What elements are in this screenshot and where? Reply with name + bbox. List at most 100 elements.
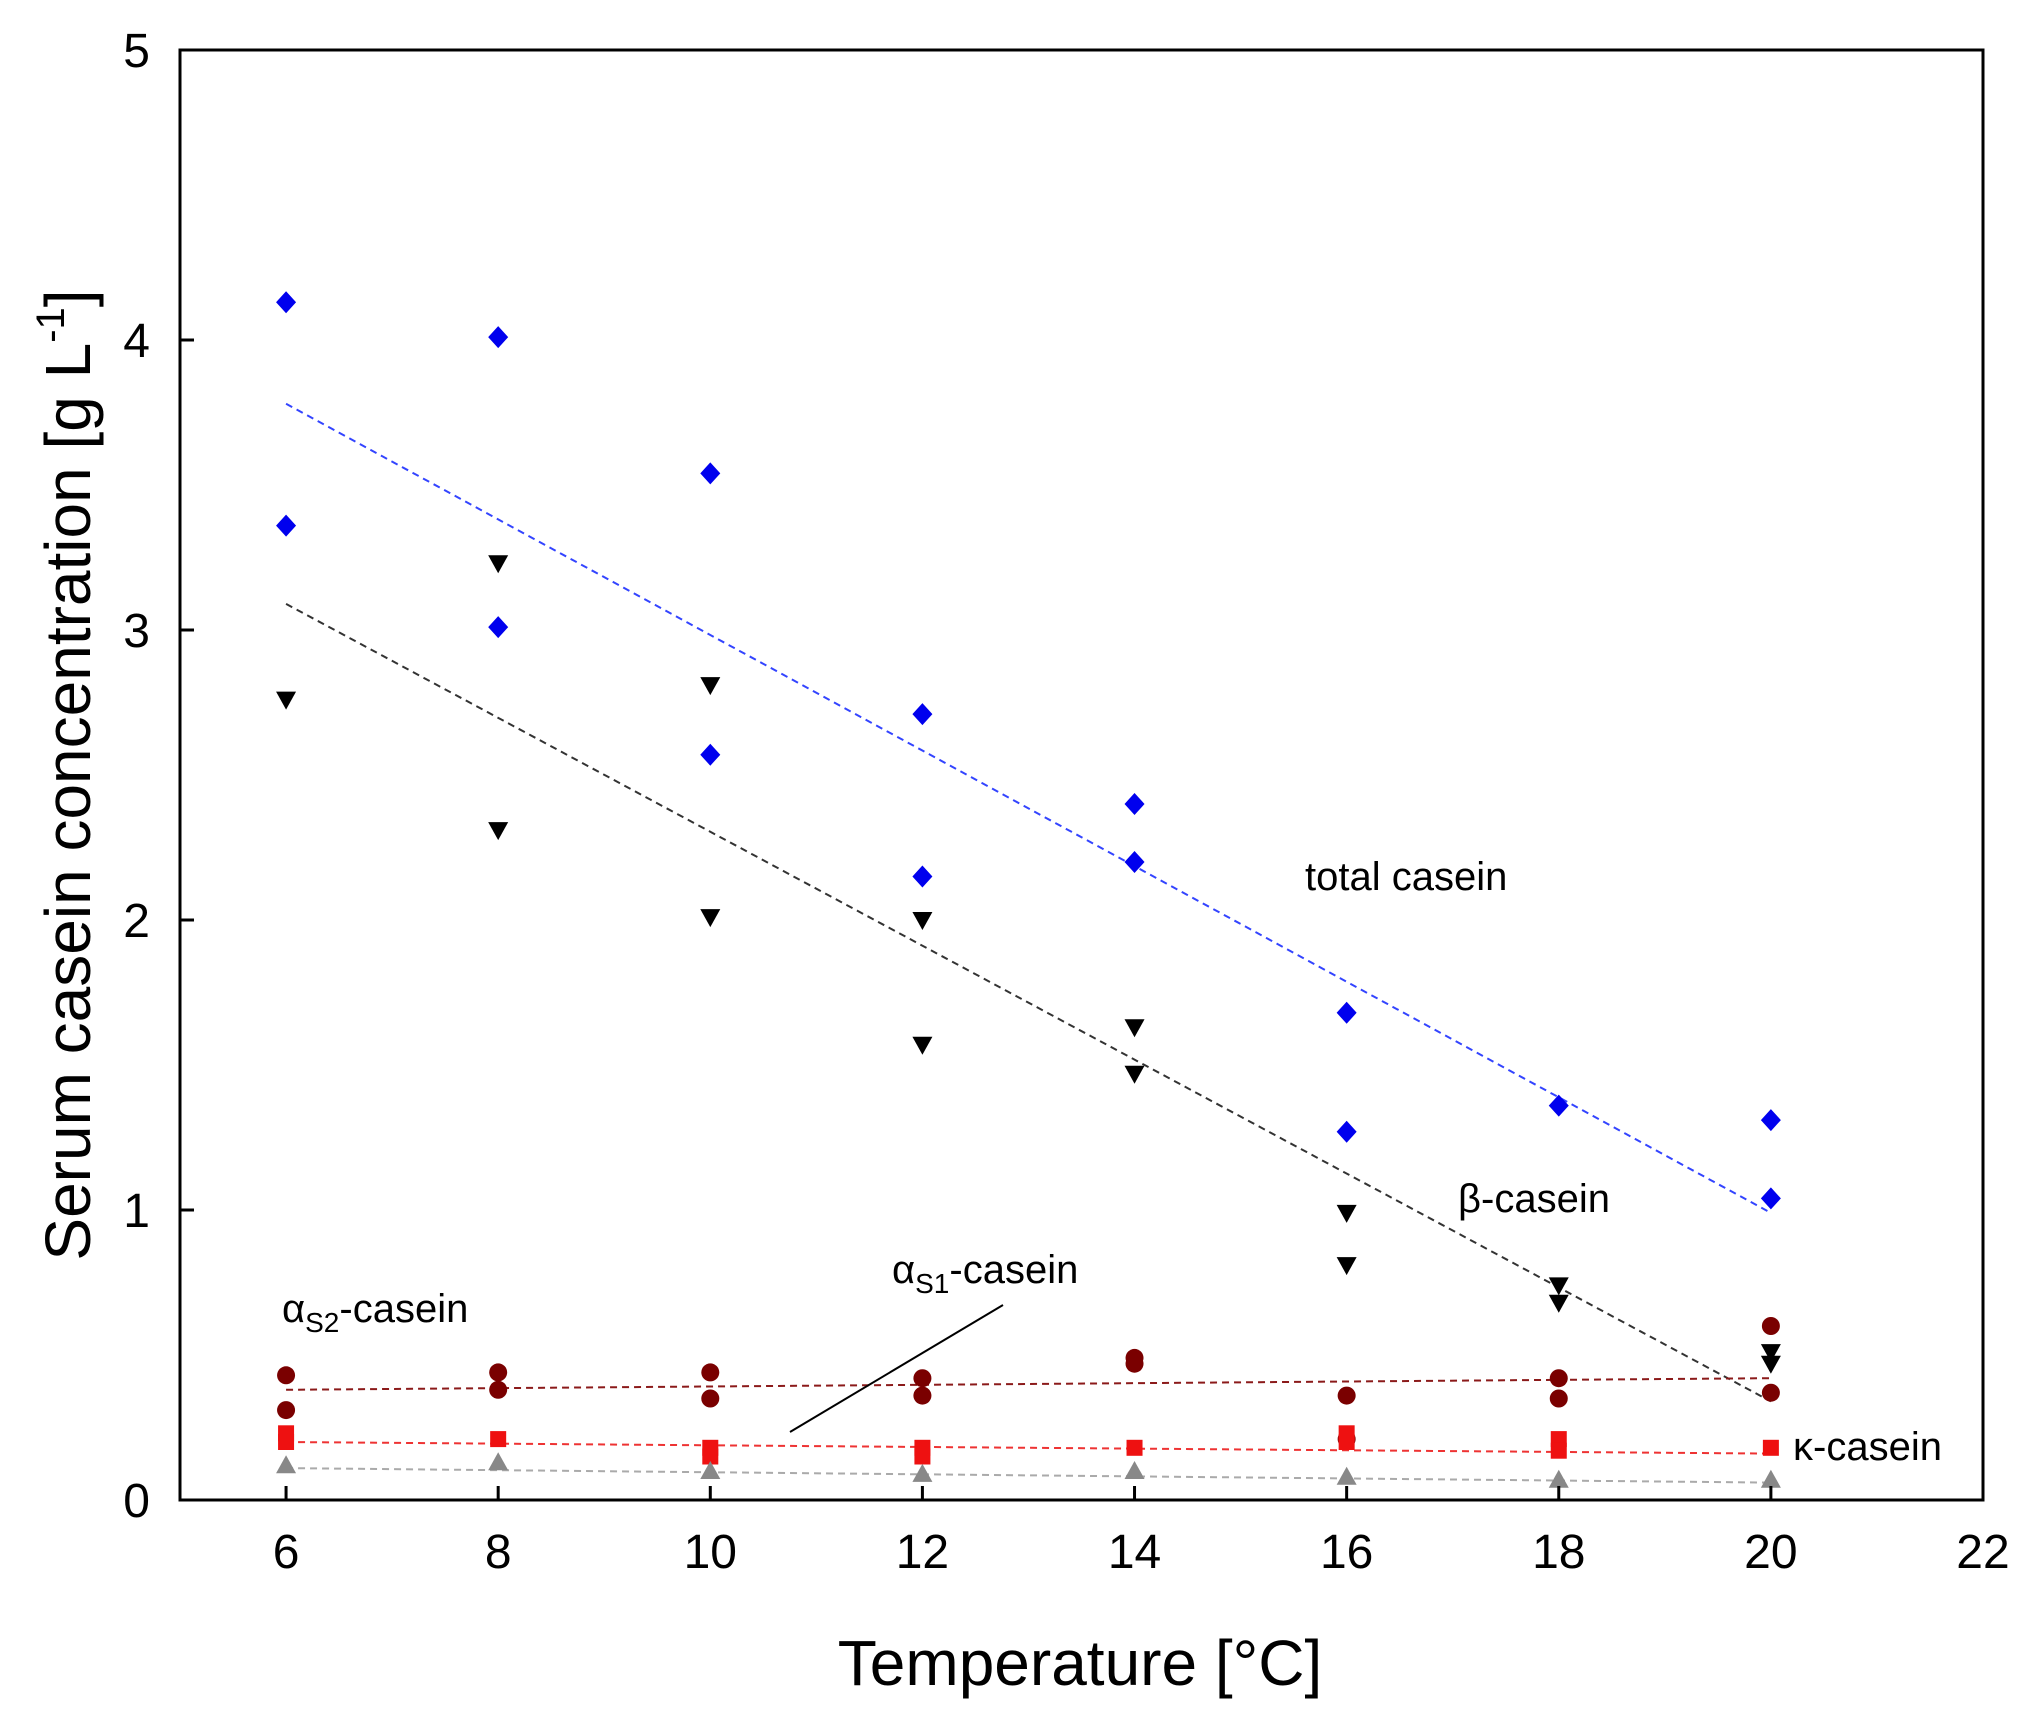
- marker-beta: [1760, 1344, 1781, 1363]
- marker-beta: [1336, 1257, 1357, 1276]
- marker-beta: [700, 909, 721, 928]
- marker-beta: [912, 912, 933, 930]
- marker-beta: [488, 822, 509, 841]
- y-axis-title-sup: -1: [29, 307, 73, 343]
- marker-kappa: [1548, 1469, 1569, 1488]
- marker-beta: [700, 677, 721, 696]
- marker-kappa: [1124, 1461, 1145, 1479]
- label-as1-casein: αS1-casein: [892, 1248, 1078, 1299]
- marker-kappa: [912, 1463, 933, 1482]
- x-tick-label: 8: [485, 1526, 512, 1579]
- marker-beta: [1548, 1294, 1569, 1313]
- marker-kappa: [276, 1455, 297, 1474]
- marker-total: [1548, 1094, 1569, 1117]
- marker-beta: [1124, 1019, 1145, 1038]
- marker-as1: [490, 1431, 507, 1448]
- marker-kappa: [1760, 1469, 1781, 1488]
- marker-as2: [1549, 1369, 1568, 1388]
- marker-total: [488, 616, 509, 639]
- marker-kappa: [1336, 1466, 1357, 1485]
- marker-beta: [912, 1036, 933, 1055]
- marker-as1: [702, 1448, 719, 1465]
- x-tick-label: 14: [1108, 1526, 1161, 1579]
- trend-line-as2: [286, 1377, 1771, 1391]
- plot-frame: [178, 48, 1985, 1502]
- marker-total: [912, 865, 933, 888]
- marker-total: [1760, 1187, 1781, 1210]
- data-markers: [276, 291, 1781, 1488]
- marker-kappa: [488, 1452, 509, 1471]
- y-tick-label: 3: [123, 605, 150, 658]
- label-as2-greek: α: [282, 1287, 305, 1331]
- marker-total: [700, 743, 721, 766]
- y-axis-ticks: 0 1 2 3 4 5: [123, 25, 194, 1528]
- marker-total: [912, 703, 933, 726]
- marker-total: [276, 514, 297, 537]
- marker-as2: [701, 1389, 720, 1408]
- trend-line-kappa: [286, 1467, 1771, 1484]
- y-axis-title-close: ]: [32, 289, 104, 307]
- marker-as2: [1761, 1383, 1780, 1402]
- label-as2-rest: -casein: [339, 1287, 468, 1331]
- x-tick-label: 6: [273, 1526, 300, 1579]
- marker-as1: [914, 1448, 931, 1465]
- marker-total: [1336, 1120, 1357, 1143]
- trend-lines: [285, 402, 1772, 1484]
- label-kappa-casein: κ-casein: [1793, 1425, 1942, 1469]
- x-tick-label: 18: [1532, 1526, 1585, 1579]
- marker-as2: [701, 1363, 720, 1382]
- label-as2-sub: S2: [305, 1307, 339, 1338]
- y-tick-label: 0: [123, 1475, 150, 1528]
- marker-as1: [1762, 1439, 1779, 1456]
- y-tick-label: 1: [123, 1185, 150, 1238]
- y-axis-title-main: Serum casein concentration [g L: [32, 343, 104, 1261]
- marker-as2: [489, 1380, 508, 1399]
- marker-as2: [913, 1369, 932, 1388]
- y-tick-label: 5: [123, 25, 150, 78]
- trend-line-total: [285, 402, 1772, 1214]
- marker-total: [1336, 1001, 1357, 1024]
- marker-as2: [277, 1401, 296, 1420]
- marker-as2: [1761, 1317, 1780, 1335]
- marker-as2: [1549, 1389, 1568, 1408]
- marker-as1: [1338, 1434, 1355, 1450]
- marker-total: [1124, 793, 1145, 815]
- x-axis-title: Temperature [°C]: [838, 1627, 1322, 1699]
- x-tick-label: 10: [684, 1526, 737, 1579]
- y-axis-title: Serum casein concentration [g L-1]: [29, 289, 104, 1260]
- label-beta-casein: β-casein: [1458, 1177, 1610, 1221]
- marker-beta: [1548, 1277, 1569, 1296]
- marker-total: [488, 326, 509, 349]
- label-as1-greek: α: [892, 1248, 915, 1292]
- marker-as2: [1125, 1354, 1144, 1373]
- marker-beta: [1124, 1065, 1145, 1084]
- marker-as1: [1126, 1439, 1143, 1456]
- y-tick-label: 4: [123, 315, 150, 368]
- marker-total: [700, 462, 721, 485]
- x-tick-label: 16: [1320, 1526, 1373, 1579]
- marker-total: [276, 291, 297, 314]
- marker-as1: [278, 1434, 295, 1450]
- as1-leader-line: [789, 1304, 1004, 1433]
- marker-beta: [1336, 1204, 1357, 1223]
- label-as1-sub: S1: [915, 1268, 949, 1299]
- marker-as1: [1550, 1442, 1567, 1459]
- label-as2-casein: αS2-casein: [282, 1287, 468, 1338]
- marker-as2: [277, 1366, 296, 1385]
- x-tick-label: 12: [896, 1526, 949, 1579]
- trend-line-as1: [286, 1441, 1771, 1455]
- marker-beta: [1760, 1355, 1781, 1374]
- marker-beta: [276, 691, 297, 710]
- x-tick-label: 22: [1956, 1526, 2009, 1579]
- label-total-casein: total casein: [1305, 855, 1507, 899]
- y-tick-label: 2: [123, 895, 150, 948]
- x-axis-ticks: 6 8 10 12 14 16 18 20 22: [273, 1486, 2010, 1579]
- marker-as2: [913, 1386, 932, 1405]
- marker-as2: [1337, 1386, 1356, 1405]
- marker-beta: [488, 555, 509, 574]
- label-as1-rest: -casein: [949, 1248, 1078, 1292]
- marker-total: [1124, 851, 1145, 873]
- x-tick-label: 20: [1744, 1526, 1797, 1579]
- marker-kappa: [700, 1461, 721, 1479]
